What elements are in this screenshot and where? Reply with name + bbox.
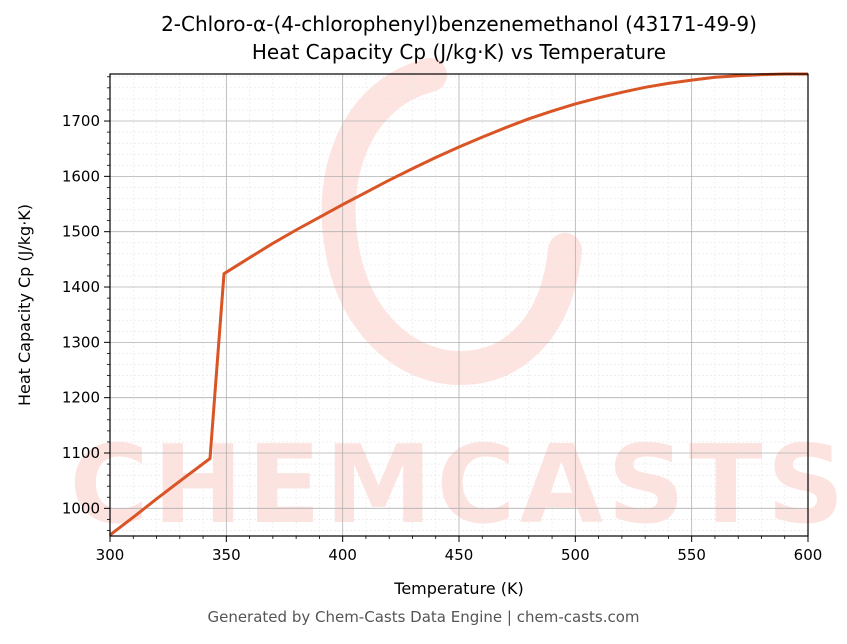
series-layer [109, 72, 808, 537]
x-tick-label: 550 [677, 546, 706, 564]
chart-title: 2-Chloro-α-(4-chlorophenyl)benzenemethan… [161, 12, 757, 36]
x-tick-label: 500 [561, 546, 590, 564]
x-tick-label: 450 [445, 546, 474, 564]
y-tick-label: 1300 [62, 333, 100, 351]
y-tick-label: 1000 [62, 499, 100, 517]
chart-subtitle: Heat Capacity Cp (J/kg·K) vs Temperature [251, 40, 667, 64]
y-tick-label: 1200 [62, 389, 100, 407]
watermark-logo-swirl [321, 58, 582, 385]
heat-capacity-line [109, 72, 808, 537]
y-tick-label: 1500 [62, 223, 100, 241]
y-tick-label: 1400 [62, 278, 100, 296]
x-tick-label: 300 [96, 546, 125, 564]
footer-credit: Generated by Chem-Casts Data Engine | ch… [207, 608, 640, 626]
y-tick-label: 1600 [62, 167, 100, 185]
watermark-text: CHEMCASTS [70, 423, 847, 548]
y-tick-label: 1700 [62, 112, 100, 130]
y-tick-label: 1100 [62, 444, 100, 462]
y-axis-label: Heat Capacity Cp (J/kg·K) [15, 204, 34, 406]
x-tick-label: 600 [794, 546, 823, 564]
x-tick-label: 400 [328, 546, 357, 564]
chemcasts-watermark: CHEMCASTS [70, 58, 847, 548]
x-axis-label: Temperature (K) [393, 579, 523, 598]
x-tick-label: 350 [212, 546, 241, 564]
axis-ticks: 300 350 400 450 500 550 600 1000 1100 1200 1300 140… [62, 76, 823, 564]
